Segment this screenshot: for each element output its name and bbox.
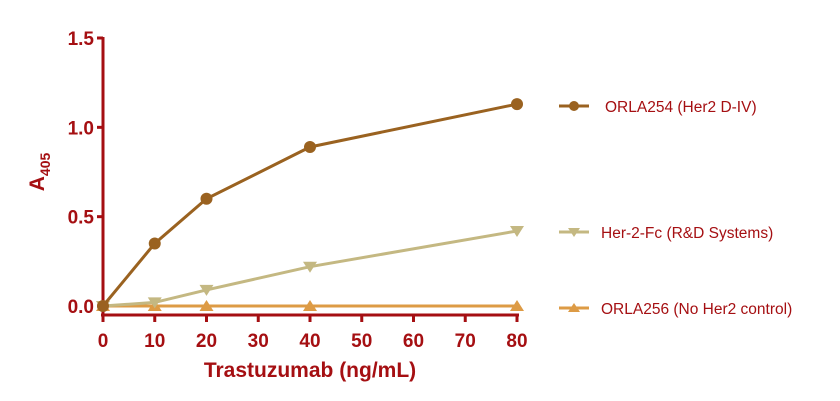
y-axis-title-main: A	[26, 176, 49, 191]
legend-item: Her-2-Fc (R&D Systems)	[559, 225, 773, 242]
x-tick-label: 30	[248, 331, 269, 352]
series-her-2-fc	[96, 225, 524, 312]
circle-marker	[569, 101, 579, 111]
x-tick-label: 40	[299, 331, 320, 352]
triangle-up-marker	[199, 300, 214, 311]
x-tick-label: 70	[455, 331, 476, 352]
x-tick-label: 80	[506, 331, 527, 352]
legend-label: ORLA254 (Her2 D-IV)	[605, 99, 757, 116]
x-tick-label: 50	[351, 331, 372, 352]
legend-item: ORLA256 (No Her2 control)	[559, 301, 792, 318]
y-tick-label: 1.0	[68, 118, 94, 139]
triangle-down-marker	[147, 297, 162, 309]
y-tick-label: 1.5	[68, 29, 95, 50]
triangle-up-marker	[510, 300, 524, 311]
circle-marker	[511, 98, 523, 111]
y-tick-label: 0.0	[68, 297, 94, 318]
triangle-up-marker	[568, 303, 580, 312]
circle-marker	[97, 300, 109, 312]
x-tick-label: 10	[144, 331, 165, 352]
x-tick-label: 0	[98, 331, 109, 352]
triangle-down-marker	[303, 261, 317, 273]
y-axis-title-subscript: 405	[37, 153, 53, 177]
series-line	[101, 102, 518, 307]
circle-marker	[304, 140, 316, 153]
triangle-down-marker	[199, 284, 214, 296]
triangle-up-marker	[303, 300, 317, 311]
y-tick-label: 0.5	[68, 208, 95, 229]
series-layer	[96, 98, 524, 312]
x-tick-label: 60	[403, 331, 424, 352]
y-axis-title: A405	[26, 153, 53, 192]
circle-marker	[148, 237, 161, 250]
legend-item: ORLA254 (Her2 D-IV)	[559, 99, 757, 116]
legend-label: Her-2-Fc (R&D Systems)	[601, 225, 773, 242]
x-tick-label: 20	[196, 331, 217, 352]
legend: ORLA254 (Her2 D-IV) Her-2-Fc (R&D Systems…	[559, 99, 792, 318]
x-axis-title: Trastuzumab (ng/mL)	[204, 359, 416, 382]
circle-marker	[200, 192, 213, 205]
triangle-down-marker	[510, 225, 524, 237]
axes: 0.0 0.5 1.0 1.5 0 10 20 30 40 50 60 70 80	[68, 29, 528, 352]
triangle-down-marker	[568, 228, 580, 237]
series-orla254	[97, 98, 523, 312]
legend-label: ORLA256 (No Her2 control)	[601, 301, 792, 318]
